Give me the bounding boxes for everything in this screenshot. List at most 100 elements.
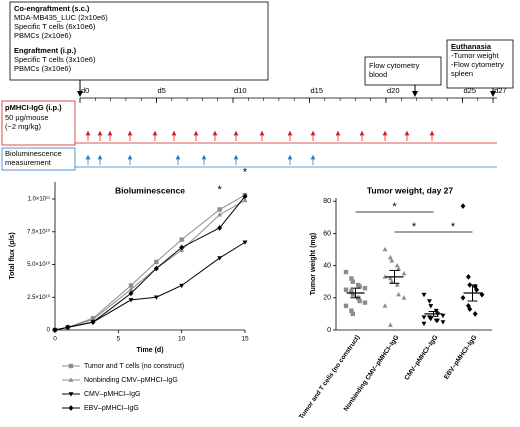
- box-line: Specific T cells (6x10e6): [14, 22, 96, 31]
- x-tick-label: 10: [178, 336, 186, 343]
- marker: [154, 259, 159, 265]
- marker: [401, 295, 407, 300]
- day-label: d27: [494, 86, 507, 95]
- marker: [128, 298, 134, 303]
- y-tick-label: 40: [323, 262, 331, 269]
- marker: [343, 287, 349, 292]
- day-label: d10: [234, 86, 247, 95]
- marker: [52, 327, 58, 333]
- x-tick-label: 0: [53, 336, 57, 343]
- x-tick-label: 15: [241, 336, 249, 343]
- marker: [179, 283, 185, 289]
- marker: [435, 318, 441, 323]
- day-label: d25: [464, 86, 477, 95]
- marker: [401, 271, 407, 276]
- box-title: Euthanasia: [451, 42, 492, 51]
- marker: [460, 294, 466, 301]
- marker: [350, 311, 355, 317]
- significance-label: *: [412, 221, 417, 233]
- series-line: [54, 241, 246, 331]
- marker: [467, 306, 473, 312]
- marker: [394, 262, 400, 268]
- box-line: MDA-MB435_LUC (2x10e6): [14, 13, 108, 22]
- engraftment-box: [9, 1, 269, 81]
- y-tick-label: 0: [327, 327, 331, 334]
- marker: [68, 405, 74, 411]
- x-tick-label: EBV–pMHCI–IgG: [443, 334, 479, 381]
- marker: [474, 286, 480, 293]
- marker: [343, 269, 349, 275]
- marker: [90, 316, 96, 322]
- marker: [362, 285, 368, 291]
- marker: [421, 321, 427, 327]
- y-tick-label: 0: [47, 328, 51, 334]
- marker: [153, 265, 159, 272]
- y-tick-label: 1.0×10¹¹: [27, 197, 50, 203]
- box-line: (~2 mg/kg): [5, 122, 42, 131]
- legend-label: CMV–pMHCI–IgG: [84, 391, 140, 398]
- significance-label: *: [392, 201, 397, 213]
- marker: [128, 290, 134, 297]
- marker: [357, 298, 362, 304]
- series-line: [54, 194, 246, 331]
- box-line: PBMCs (2x10e6): [14, 31, 72, 40]
- box-title: Engraftment (i.p.): [14, 46, 77, 55]
- marker: [421, 292, 427, 298]
- marker: [217, 212, 223, 217]
- box-line: -Tumor weight: [451, 51, 500, 60]
- marker: [428, 316, 434, 322]
- marker: [68, 377, 74, 382]
- box-line: -Flow cytometry: [451, 60, 504, 69]
- marker: [394, 282, 400, 287]
- box-line: Flow cytometry: [369, 61, 420, 70]
- x-tick-label: 5: [117, 336, 121, 343]
- marker: [387, 254, 393, 260]
- x-tick-label: Tumor and T cells (no construct): [298, 334, 361, 420]
- day-label: d0: [81, 86, 89, 95]
- marker: [242, 193, 248, 200]
- marker: [472, 311, 478, 317]
- marker: [362, 300, 368, 305]
- marker: [421, 315, 427, 320]
- marker: [396, 291, 402, 297]
- box-line: 50 µg/mouse: [5, 113, 49, 122]
- imaging-box: [1, 147, 76, 171]
- day-label: d20: [387, 86, 400, 95]
- flow-box: [364, 56, 442, 86]
- legend-label: Nonbinding CMV–pMHCI–IgG: [84, 377, 178, 384]
- euthanasia-box: [446, 39, 514, 89]
- marker: [382, 303, 388, 308]
- marker: [65, 324, 71, 331]
- box-title: Co-engraftment (s.c.): [14, 4, 90, 13]
- day-label: d15: [311, 86, 324, 95]
- marker: [179, 237, 184, 242]
- marker: [479, 291, 485, 298]
- marker: [382, 246, 388, 252]
- marker: [217, 207, 222, 212]
- marker: [389, 279, 395, 284]
- treatment-box: [1, 100, 76, 146]
- day-label: d5: [158, 86, 166, 95]
- marker: [153, 295, 159, 300]
- marker: [217, 256, 223, 261]
- y-tick-label: 20: [323, 295, 331, 302]
- marker: [382, 274, 388, 279]
- marker: [179, 244, 185, 251]
- x-tick-label: CMV–pMHCI–IgG: [403, 334, 439, 382]
- marker: [460, 203, 466, 209]
- series-line: [54, 199, 246, 331]
- marker: [217, 224, 223, 231]
- marker: [465, 274, 471, 280]
- legend-label: Tumor and T cells (no construct): [84, 363, 184, 370]
- marker: [387, 322, 393, 327]
- chart-title: Tumor weight, day 27: [367, 185, 454, 195]
- marker: [428, 304, 434, 309]
- box-line: blood: [369, 70, 387, 79]
- box-line: Bioluminescence: [5, 149, 62, 158]
- marker: [128, 283, 134, 288]
- x-axis-label: Time (d): [136, 347, 163, 354]
- marker: [242, 240, 248, 245]
- y-axis-label: Tumor weight (mg): [310, 233, 317, 295]
